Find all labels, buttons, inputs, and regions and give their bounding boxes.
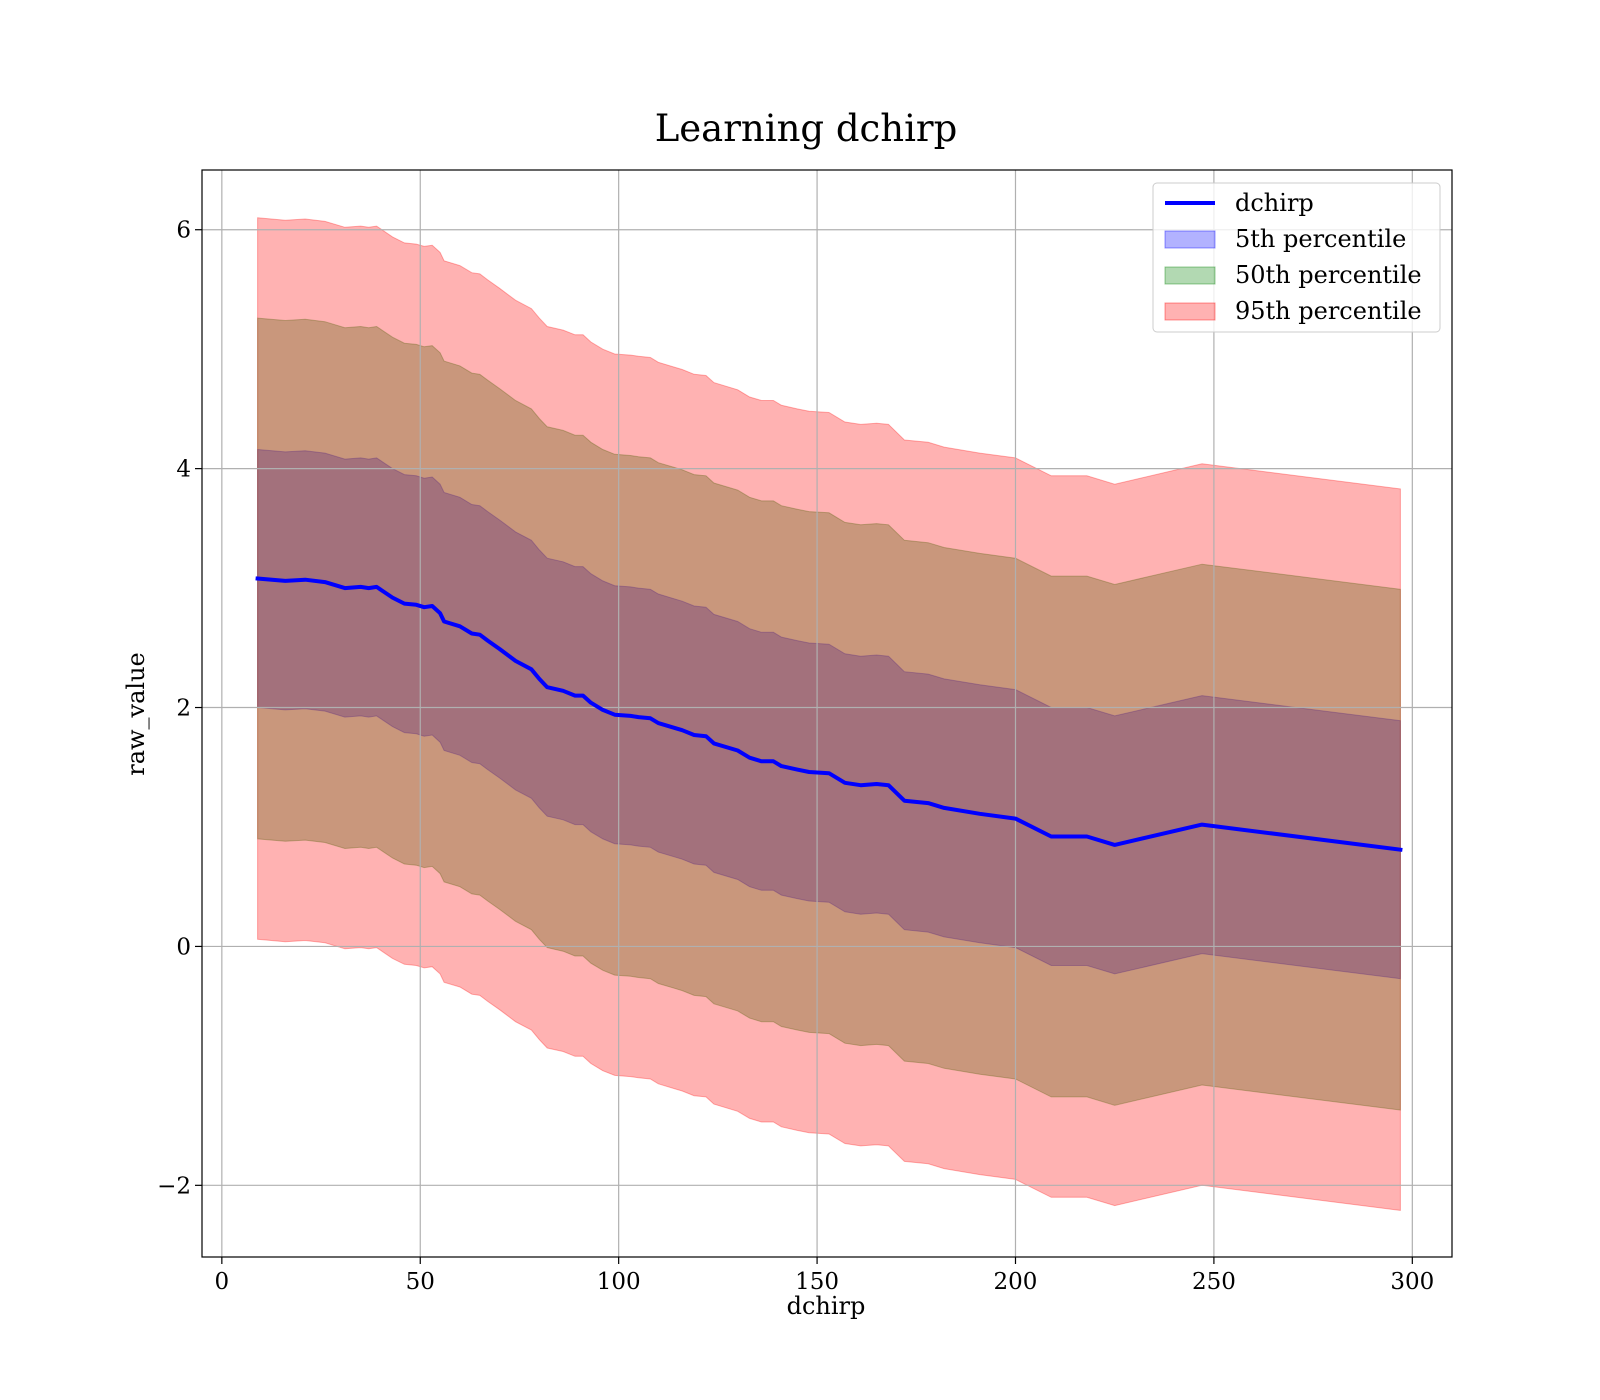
x-tick-label: 250 — [1192, 1269, 1236, 1295]
legend-label-50th-percentile: 50th percentile — [1235, 261, 1422, 289]
x-tick-label: 300 — [1390, 1269, 1434, 1295]
x-tick-label: 100 — [597, 1269, 641, 1295]
legend: dchirp 5th percentile 50th percentile 95th … — [1152, 182, 1441, 333]
plot-frame — [201, 169, 1453, 1258]
y-tick-label: 0 — [176, 934, 191, 960]
legend-swatch-5th-percentile — [1164, 230, 1216, 249]
legend-label-dchirp: dchirp — [1235, 189, 1314, 217]
band-95th — [257, 217, 1401, 1211]
y-axis-label: raw_value — [122, 652, 150, 776]
band-50th — [257, 317, 1401, 1111]
x-tick-label: 200 — [994, 1269, 1038, 1295]
y-tick-label: 6 — [176, 218, 191, 244]
y-tick-label: 2 — [176, 696, 191, 722]
series-lines — [255, 576, 1403, 852]
legend-label-5th-percentile: 5th percentile — [1235, 225, 1406, 253]
percentile-bands — [257, 217, 1401, 1211]
y-axis-ticks: −2 0 2 4 6 — [157, 218, 202, 1199]
x-tick-label: 50 — [406, 1269, 435, 1295]
x-tick-label: 150 — [795, 1269, 839, 1295]
legend-label-95th-percentile: 95th percentile — [1235, 297, 1422, 325]
x-axis-label: dchirp — [787, 1292, 866, 1320]
legend-swatch-50th-percentile — [1164, 266, 1216, 285]
y-tick-label: 4 — [176, 457, 191, 483]
chart-title: Learning dchirp — [655, 107, 958, 150]
y-tick-label: −2 — [157, 1173, 191, 1199]
legend-frame — [1152, 182, 1441, 333]
series-line-dchirp — [255, 576, 1403, 852]
legend-swatch-95th-percentile — [1164, 302, 1216, 321]
grid-lines — [202, 170, 1452, 1257]
x-tick-label: 0 — [215, 1269, 230, 1295]
x-axis-ticks: 0 50 100 150 200 250 300 — [215, 1257, 1434, 1295]
